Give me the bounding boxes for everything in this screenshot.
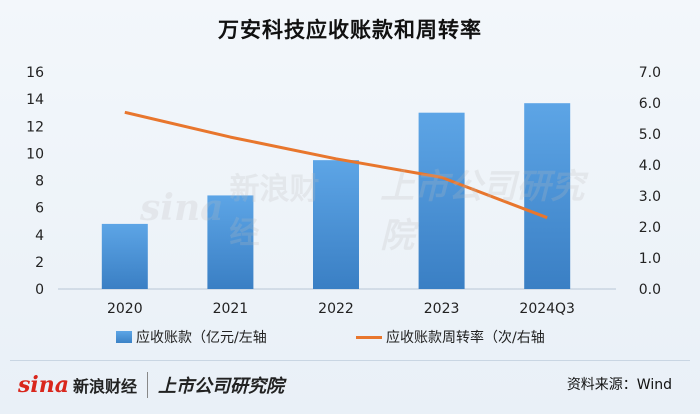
left-tick-label: 2 bbox=[35, 255, 44, 271]
right-tick-label: 7.0 bbox=[639, 65, 661, 81]
x-axis-labels: 2020 2021 2022 2023 2024Q3 bbox=[107, 301, 575, 317]
right-tick-label: 3.0 bbox=[639, 189, 661, 205]
right-axis-labels: 0.0 1.0 2.0 3.0 4.0 5.0 6.0 7.0 bbox=[639, 65, 661, 298]
sina-logo-icon: sina bbox=[18, 372, 69, 398]
logo-separator bbox=[147, 372, 149, 398]
right-tick-label: 0.0 bbox=[639, 282, 661, 298]
chart-title: 万安科技应收账款和周转率 bbox=[218, 18, 482, 42]
legend-bar-label: 应收账款（亿元/左轴 bbox=[136, 330, 267, 346]
x-tick-label: 2020 bbox=[107, 301, 143, 317]
right-tick-label: 5.0 bbox=[639, 127, 661, 143]
x-tick-label: 2023 bbox=[424, 301, 460, 317]
legend: 应收账款（亿元/左轴 应收账款周转率（次/右轴 bbox=[0, 325, 700, 349]
left-tick-label: 10 bbox=[26, 146, 44, 162]
legend-line-label: 应收账款周转率（次/右轴 bbox=[386, 330, 545, 346]
bar-swatch-icon bbox=[116, 331, 132, 343]
sina-finance-label: 新浪财经 bbox=[73, 377, 138, 396]
left-tick-label: 6 bbox=[35, 201, 44, 217]
bar-2022 bbox=[313, 160, 359, 289]
right-tick-label: 4.0 bbox=[639, 158, 661, 174]
left-tick-label: 16 bbox=[26, 65, 44, 81]
left-tick-label: 0 bbox=[35, 282, 44, 298]
right-tick-label: 1.0 bbox=[639, 251, 661, 267]
x-tick-label: 2021 bbox=[213, 301, 249, 317]
footer-logo: sina 新浪财经 上市公司研究院 bbox=[18, 368, 284, 402]
research-institute-label: 上市公司研究院 bbox=[158, 376, 285, 397]
right-tick-label: 6.0 bbox=[639, 96, 661, 112]
bar-2023 bbox=[418, 112, 465, 289]
bar-2021 bbox=[207, 195, 254, 289]
left-tick-label: 8 bbox=[35, 174, 44, 190]
bar-2020 bbox=[101, 223, 148, 289]
left-axis-labels: 0 2 4 6 8 10 12 14 16 bbox=[26, 65, 44, 298]
legend-item-bar: 应收账款（亿元/左轴 bbox=[116, 327, 267, 347]
source-note: 资料来源：Wind bbox=[566, 377, 672, 393]
left-tick-label: 14 bbox=[26, 92, 44, 108]
x-tick-label: 2022 bbox=[318, 301, 354, 317]
line-series-group bbox=[124, 110, 548, 220]
footer-divider bbox=[10, 360, 690, 361]
x-tick-label: 2024Q3 bbox=[519, 301, 575, 317]
right-tick-label: 2.0 bbox=[639, 220, 661, 236]
bars-group bbox=[101, 103, 571, 289]
line-swatch-icon bbox=[356, 335, 382, 339]
left-tick-label: 12 bbox=[26, 119, 44, 135]
left-tick-label: 4 bbox=[35, 228, 44, 244]
bar-2024Q3 bbox=[524, 103, 571, 289]
legend-item-line: 应收账款周转率（次/右轴 bbox=[356, 327, 545, 347]
